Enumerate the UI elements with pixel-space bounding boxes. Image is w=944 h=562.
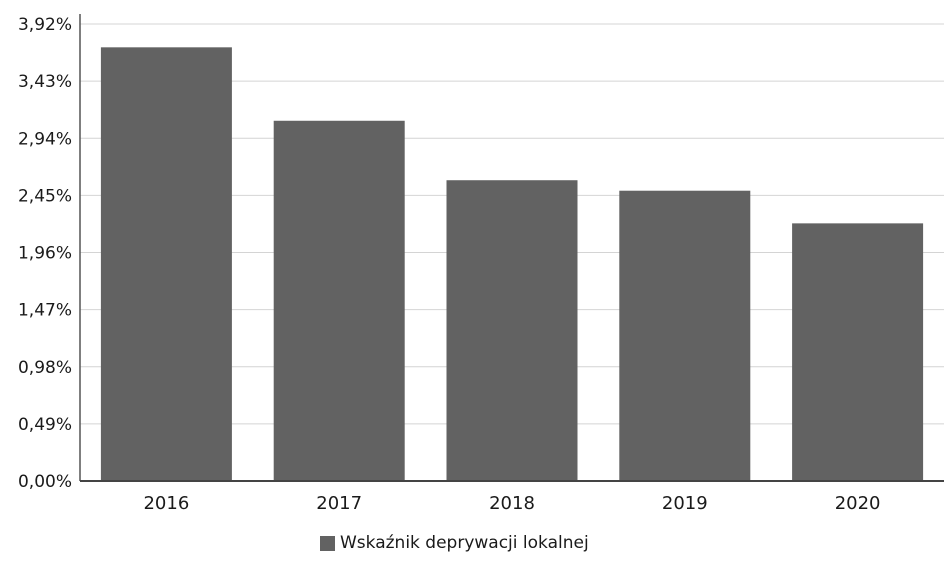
y-tick-label: 2,45% (18, 186, 72, 206)
y-tick-label: 0,98% (18, 358, 72, 378)
y-tick-label: 1,47% (18, 301, 72, 321)
y-tick-label: 1,96% (18, 244, 72, 264)
y-tick-label: 2,94% (18, 129, 72, 149)
legend: Wskaźnik deprywacji lokalnej (320, 533, 589, 553)
y-tick-label: 0,00% (18, 472, 72, 492)
x-tick-label: 2020 (835, 493, 881, 514)
y-tick-label: 3,43% (18, 72, 72, 92)
x-tick-label: 2017 (316, 493, 362, 514)
y-tick-label: 0,49% (18, 415, 72, 435)
x-tick-label: 2019 (662, 493, 708, 514)
x-tick-label: 2018 (489, 493, 535, 514)
bar-2018 (446, 180, 578, 481)
y-tick-label: 3,92% (18, 15, 72, 35)
legend-swatch (320, 535, 335, 551)
bar-2019 (619, 190, 751, 481)
x-tick-label: 2016 (143, 493, 189, 514)
bars (100, 47, 924, 482)
bar-2020 (792, 223, 924, 481)
bar-2016 (100, 47, 232, 482)
legend-label: Wskaźnik deprywacji lokalnej (340, 533, 589, 553)
bar-2017 (273, 120, 405, 481)
y-axis-ticks: 0,00% 0,49% 0,98% 1,47% 1,96% 2,45% 2,94% 3,43%… (18, 15, 72, 492)
x-axis-ticks: 2016 2017 2018 2019 2020 (143, 493, 880, 514)
